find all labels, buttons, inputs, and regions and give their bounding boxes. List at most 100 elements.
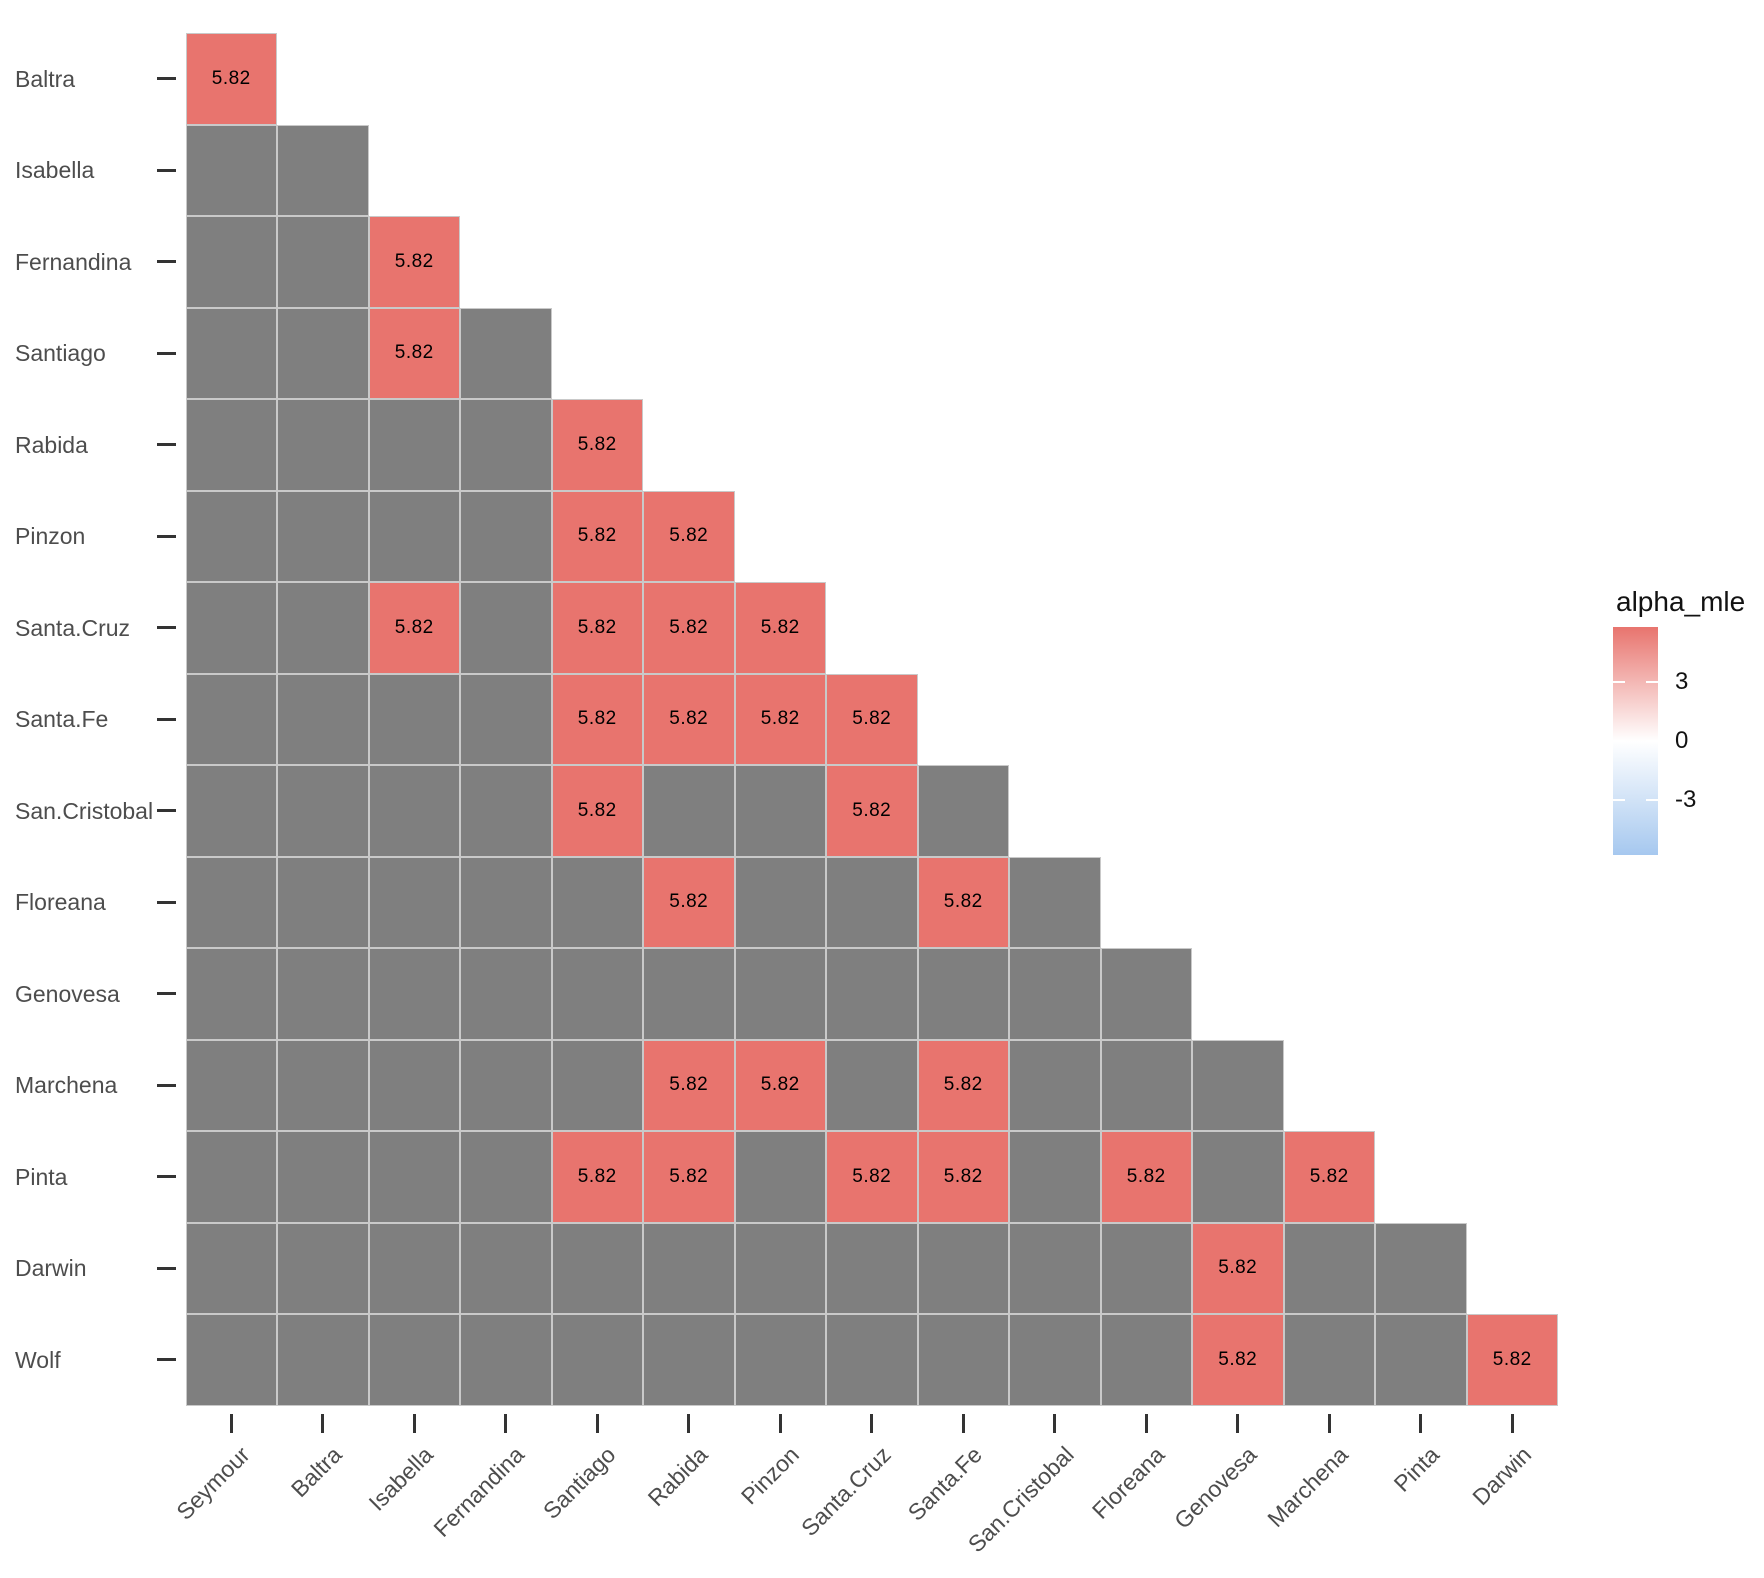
heatmap-cell: 5.82	[1192, 1314, 1284, 1406]
x-axis-tick	[595, 1414, 599, 1433]
y-axis-label: Santa.Cruz	[15, 614, 131, 641]
heatmap-cell: 5.82	[1283, 1131, 1375, 1223]
y-axis-label: Fernandina	[15, 248, 132, 275]
cell-value: 5.82	[577, 1165, 617, 1187]
x-axis-label: Fernandina	[428, 1441, 530, 1542]
heatmap-cell	[185, 124, 277, 216]
cell-value: 5.82	[669, 616, 709, 638]
heatmap-cell: 5.82	[643, 673, 735, 765]
y-axis-tick	[157, 809, 176, 813]
heatmap-cell	[1009, 1131, 1101, 1223]
heatmap-cell	[185, 948, 277, 1040]
cell-value: 5.82	[1218, 1257, 1258, 1279]
heatmap-cell	[185, 1039, 277, 1131]
heatmap-cell	[826, 948, 918, 1040]
heatmap-cell	[185, 399, 277, 491]
heatmap-cell	[917, 1222, 1009, 1314]
heatmap-cell	[185, 765, 277, 857]
x-axis-tick	[412, 1414, 416, 1433]
heatmap-cell	[1100, 1039, 1192, 1131]
cell-value: 5.82	[852, 799, 892, 821]
y-axis-tick	[157, 77, 176, 81]
x-axis-label: Marchena	[1262, 1441, 1353, 1533]
heatmap-cell	[277, 124, 369, 216]
legend-tick-mark	[1646, 798, 1658, 801]
legend-tick-mark	[1646, 740, 1658, 742]
x-axis-label: Rabida	[642, 1441, 713, 1512]
heatmap-cell	[826, 856, 918, 948]
heatmap-cell	[185, 490, 277, 582]
heatmap-cell	[368, 1131, 460, 1223]
x-axis-tick	[687, 1414, 691, 1433]
heatmap-cell: 5.82	[551, 673, 643, 765]
cell-value: 5.82	[852, 708, 892, 730]
cell-value: 5.82	[943, 1074, 983, 1096]
cell-value: 5.82	[1126, 1165, 1166, 1187]
heatmap-cell: 5.82	[734, 673, 826, 765]
y-axis-label: Santa.Fe	[15, 706, 109, 733]
heatmap-cell	[277, 399, 369, 491]
heatmap-cell	[368, 490, 460, 582]
heatmap-cell: 5.82	[368, 216, 460, 308]
cell-value: 5.82	[669, 1165, 709, 1187]
heatmap-cell	[185, 856, 277, 948]
y-axis-tick	[157, 1358, 176, 1362]
y-axis-label: Wolf	[15, 1346, 61, 1373]
heatmap-cell	[734, 856, 826, 948]
y-axis-tick	[157, 900, 176, 904]
cell-value: 5.82	[577, 525, 617, 547]
heatmap-cell: 5.82	[826, 1131, 918, 1223]
heatmap-cell	[1009, 856, 1101, 948]
heatmap-cell: 5.82	[734, 1039, 826, 1131]
heatmap-cell	[1283, 1314, 1375, 1406]
x-axis-label: Santa.Cruz	[795, 1441, 896, 1542]
heatmap-cell: 5.82	[551, 399, 643, 491]
heatmap-cell: 5.82	[1466, 1314, 1558, 1406]
heatmap-cell	[368, 948, 460, 1040]
cell-value: 5.82	[577, 433, 617, 455]
legend-tick-mark	[1613, 740, 1625, 742]
heatmap-cell	[1283, 1222, 1375, 1314]
heatmap-cell	[734, 1314, 826, 1406]
y-axis-tick	[157, 1266, 176, 1270]
heatmap-cell	[734, 1131, 826, 1223]
heatmap-cell: 5.82	[1100, 1131, 1192, 1223]
cell-value: 5.82	[577, 616, 617, 638]
heatmap-cell	[734, 765, 826, 857]
heatmap-cell	[826, 1222, 918, 1314]
x-axis-tick	[1327, 1414, 1331, 1433]
cell-value: 5.82	[394, 342, 434, 364]
heatmap-cell	[1100, 948, 1192, 1040]
legend-tick-label: -3	[1675, 785, 1697, 813]
y-axis-tick	[157, 351, 176, 355]
heatmap-cell	[368, 399, 460, 491]
y-axis-tick	[157, 992, 176, 996]
cell-value: 5.82	[760, 616, 800, 638]
y-axis-label: San.Cristobal	[15, 797, 154, 824]
heatmap-cell	[460, 490, 552, 582]
y-axis-tick	[157, 443, 176, 447]
x-axis-label: Pinta	[1388, 1441, 1445, 1497]
x-axis-tick	[961, 1414, 965, 1433]
heatmap-cell	[917, 1314, 1009, 1406]
x-axis-tick	[1510, 1414, 1514, 1433]
x-axis-label: Pinzon	[735, 1441, 804, 1510]
cell-value: 5.82	[669, 891, 709, 913]
legend-tick-mark	[1646, 681, 1658, 684]
heatmap-cell	[368, 1222, 460, 1314]
heatmap-cell	[368, 1039, 460, 1131]
heatmap-cell	[368, 856, 460, 948]
cell-value: 5.82	[760, 708, 800, 730]
heatmap-cell	[277, 490, 369, 582]
heatmap-cell	[1009, 1039, 1101, 1131]
heatmap-cell: 5.82	[368, 582, 460, 674]
heatmap-cell	[643, 948, 735, 1040]
y-axis-tick	[157, 534, 176, 538]
y-axis-label: Isabella	[15, 157, 95, 184]
x-axis-tick	[1419, 1414, 1423, 1433]
heatmap-cell	[460, 673, 552, 765]
x-axis-tick	[504, 1414, 508, 1433]
legend-tick-mark	[1613, 681, 1625, 684]
heatmap-cell	[826, 1314, 918, 1406]
heatmap-cell	[551, 948, 643, 1040]
